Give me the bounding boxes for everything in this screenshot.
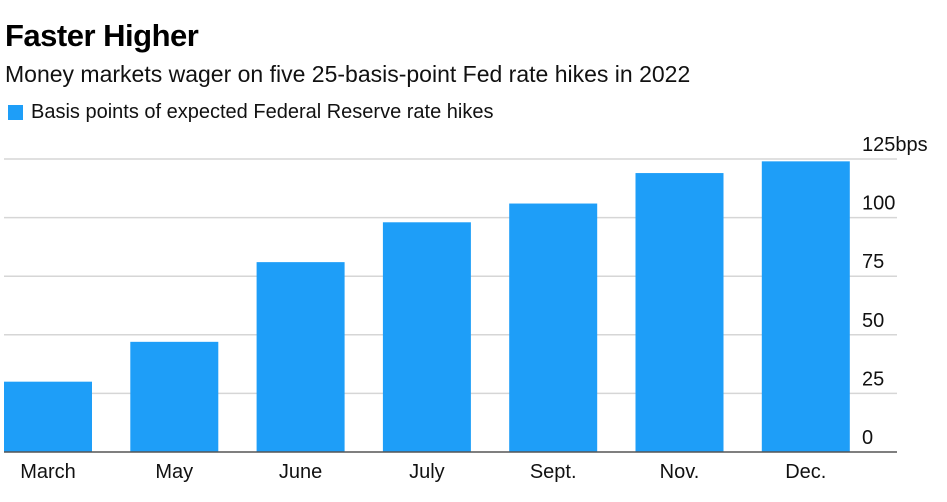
legend-label: Basis points of expected Federal Reserve… <box>31 101 494 123</box>
chart-subtitle: Money markets wager on five 25-basis-poi… <box>5 61 691 87</box>
x-tick-label-dec: Dec. <box>785 461 826 483</box>
x-tick-label-may: May <box>155 461 193 483</box>
bar-sept <box>509 203 598 452</box>
bar-july <box>382 222 471 452</box>
y-tick-label-100: 100 <box>862 193 895 215</box>
x-tick-label-july: July <box>409 461 445 483</box>
chart-title: Faster Higher <box>5 18 199 53</box>
bar-june <box>256 262 345 452</box>
x-tick-label-sept: Sept. <box>530 461 577 483</box>
bar-nov <box>635 173 724 452</box>
x-tick-label-nov: Nov. <box>660 461 700 483</box>
bar-march <box>4 381 92 452</box>
chart-legend: Basis points of expected Federal Reserve… <box>8 99 493 125</box>
x-tick-label-march: March <box>20 461 76 483</box>
legend-swatch <box>8 104 23 120</box>
y-tick-label-125: 125bps <box>862 134 928 156</box>
x-tick-label-june: June <box>279 461 322 483</box>
bar-dec <box>761 161 850 452</box>
y-tick-label-75: 75 <box>862 251 884 273</box>
y-tick-label-0: 0 <box>862 427 873 449</box>
bar-may <box>130 341 219 452</box>
y-tick-label-25: 25 <box>862 368 884 390</box>
y-tick-label-50: 50 <box>862 310 884 332</box>
